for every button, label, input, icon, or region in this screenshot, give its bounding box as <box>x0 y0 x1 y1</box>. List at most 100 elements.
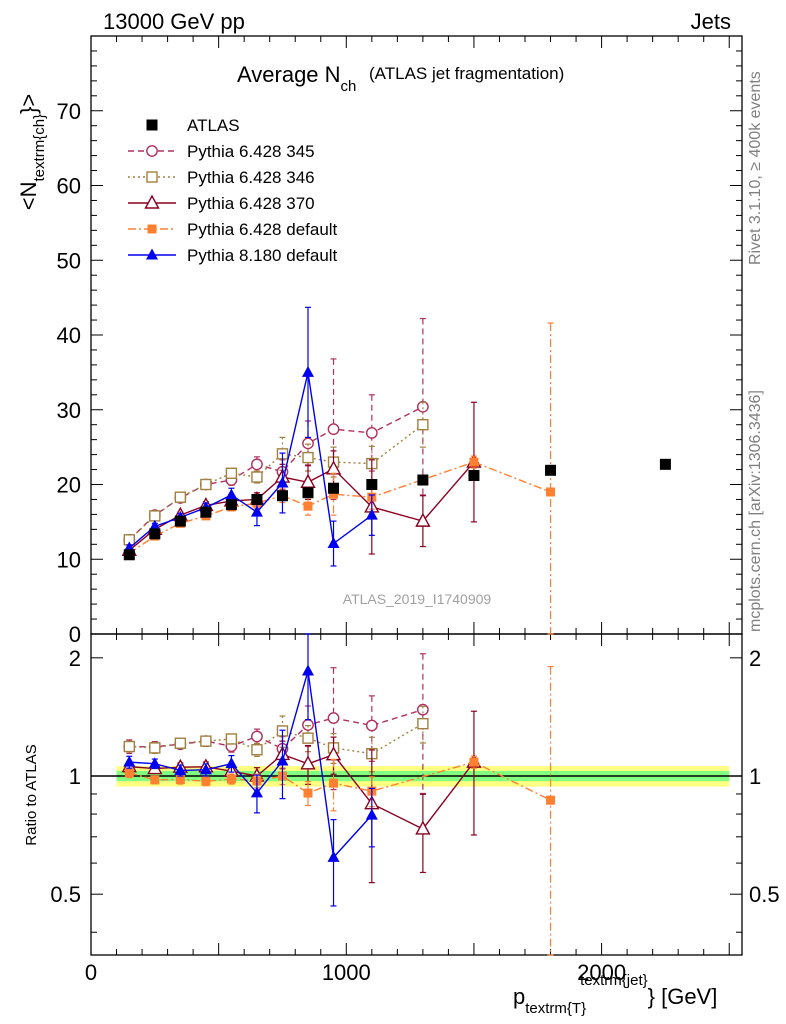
y-axis-label-main-base: <N <box>16 181 41 210</box>
data-point-main-pythia-8-180-default <box>327 537 340 549</box>
series-line-main-pythia-6-428-346 <box>128 424 424 541</box>
data-point-main-atlas <box>366 479 378 490</box>
data-point-main-atlas <box>149 528 161 540</box>
series-line-ratio-pythia-8-180-default <box>129 670 373 859</box>
y-tick-label-ratio: 1 <box>69 764 81 789</box>
data-point-ratio-pythia-6-428-345 <box>251 730 263 743</box>
legend-label-pythia-8-180-default: Pythia 8.180 default <box>187 246 338 265</box>
data-point-main-atlas <box>174 515 186 527</box>
data-point-main-pythia-6-428-346 <box>225 467 238 479</box>
y-tick-label-ratio: 0.5 <box>50 882 81 907</box>
data-point-ratio-pythia-6-428-346 <box>225 733 238 745</box>
data-point-main-pythia-8-180-default <box>148 519 161 531</box>
data-point-main-atlas <box>468 470 480 482</box>
y-tick-label-ratio-right: 2 <box>749 646 761 671</box>
legend-marker-pythia-6-428-370 <box>144 194 160 209</box>
data-point-ratio-pythia-6-428-default <box>201 776 211 786</box>
legend-marker-pythia-8-180-default <box>146 248 158 260</box>
legend-marker-pythia-6-428-345 <box>146 145 158 157</box>
y-tick-label-ratio: 2 <box>69 646 81 671</box>
tick-labels: 0 1000 2000 0 10 20 30 40 50 60 70 0.5 0.5 1 1 2 2 <box>50 99 779 985</box>
data-point-main-pythia-8-180-default <box>365 508 378 520</box>
data-point-main-atlas <box>302 487 314 499</box>
x-axis-label-sub: textrm{T} <box>525 1000 586 1017</box>
y-tick-label-main: 70 <box>57 99 81 124</box>
data-point-main-pythia-8-180-default <box>250 505 263 517</box>
mcplots-label: mcplots.cern.ch [arXiv:1306.3436] <box>747 390 764 632</box>
data-point-ratio-pythia-6-428-default <box>546 795 556 805</box>
data-point-main-pythia-6-428-346 <box>200 478 212 491</box>
data-point-ratio-pythia-6-428-default <box>469 757 479 767</box>
legend-marker-pythia-6-428-346 <box>146 171 158 183</box>
data-point-main-pythia-6-428-345 <box>302 437 314 450</box>
data-point-main-pythia-6-428-345 <box>416 400 429 413</box>
data-point-main-atlas <box>251 493 263 505</box>
data-point-main-pythia-6-428-346 <box>174 491 187 503</box>
data-point-main-pythia-6-428-345 <box>365 427 378 439</box>
y-tick-label-main: 20 <box>57 473 81 498</box>
data-point-ratio-pythia-8-180-default <box>148 757 161 769</box>
data-point-ratio-pythia-6-428-370 <box>415 820 431 835</box>
rivet-label: Rivet 3.1.10, ≥ 400k events <box>747 71 764 265</box>
data-point-ratio-pythia-6-428-346 <box>200 735 212 747</box>
plot-title-sub: ch <box>341 78 357 95</box>
x-axis-label-sup: textrm{jet} <box>580 972 648 989</box>
data-point-ratio-pythia-6-428-370 <box>300 755 316 770</box>
reference-band <box>91 766 742 787</box>
y-axis-label-main-sub: textrm{ch} <box>31 114 48 182</box>
y-axis-label-ratio: Ratio to ATLAS <box>23 744 40 845</box>
data-point-ratio-pythia-6-428-default <box>329 778 339 788</box>
y-tick-label-main: 50 <box>57 248 81 273</box>
data-point-main-atlas <box>276 490 288 502</box>
data-point-main-pythia-8-180-default <box>225 488 238 500</box>
data-point-ratio-pythia-8-180-default <box>174 763 187 775</box>
data-point-main-pythia-6-428-346 <box>149 510 161 522</box>
ratio-panel-frame <box>90 633 743 956</box>
data-point-ratio-pythia-6-428-default <box>175 774 185 784</box>
x-axis-label-tail: } [GeV] <box>648 984 718 1009</box>
data-point-ratio-pythia-6-428-346 <box>251 744 263 756</box>
process-label: Jets <box>691 9 731 34</box>
data-point-ratio-pythia-6-428-346 <box>174 737 187 749</box>
series-line-main-pythia-8-180-default <box>128 372 373 549</box>
data-point-ratio-pythia-6-428-default <box>150 775 160 785</box>
data-point-main-atlas <box>545 464 557 476</box>
legend-marker-atlas <box>146 119 158 131</box>
data-point-main-atlas <box>123 549 135 561</box>
data-point-main-atlas <box>659 458 671 470</box>
series-ratio-panel <box>121 633 556 956</box>
data-point-main-atlas <box>328 482 340 494</box>
analysis-label: ATLAS_2019_I1740909 <box>343 591 492 607</box>
data-point-ratio-pythia-8-180-default <box>365 808 378 820</box>
x-tick-label: 1000 <box>322 960 371 985</box>
data-point-main-pythia-6-428-370 <box>415 512 431 527</box>
x-tick-label: 2000 <box>577 960 626 985</box>
legend-label-atlas: ATLAS <box>187 116 240 135</box>
data-point-main-pythia-6-428-346 <box>417 419 429 431</box>
data-point-ratio-pythia-6-428-346 <box>417 717 429 730</box>
data-point-ratio-pythia-6-428-default <box>303 788 313 798</box>
x-tick-label: 0 <box>85 960 97 985</box>
data-point-ratio-pythia-8-180-default <box>250 786 263 798</box>
y-tick-label-main: 10 <box>57 547 81 572</box>
data-point-main-pythia-6-428-default <box>329 489 339 499</box>
data-point-main-pythia-6-428-346 <box>302 451 314 464</box>
collision-label: 13000 GeV pp <box>103 9 245 34</box>
legend-label-pythia-6-428-346: Pythia 6.428 346 <box>187 168 315 187</box>
data-point-main-atlas <box>200 506 212 518</box>
plot-title: Average Nch <box>237 62 356 95</box>
y-axis-label-main: <Ntextrm{ch}}> <box>16 94 48 210</box>
data-point-ratio-pythia-6-428-346 <box>302 732 314 744</box>
plot-title-extra: (ATLAS jet fragmentation) <box>369 64 564 83</box>
data-point-main-pythia-6-428-345 <box>251 458 263 471</box>
y-tick-label-main: 60 <box>57 174 81 199</box>
data-point-main-atlas <box>417 474 429 486</box>
data-point-ratio-pythia-8-180-default <box>302 664 314 676</box>
legend-label-pythia-6-428-370: Pythia 6.428 370 <box>187 194 315 213</box>
data-point-main-pythia-8-180-default <box>276 476 289 488</box>
legend: ATLAS Pythia 6.428 345 Pythia 6.428 346 Pyt… <box>128 116 338 265</box>
series-line-ratio-pythia-6-428-345 <box>129 708 424 750</box>
x-axis-label: ptextrm{T} textrm{jet}} [GeV] <box>513 972 717 1017</box>
plot-title-main: Average N <box>237 62 341 87</box>
